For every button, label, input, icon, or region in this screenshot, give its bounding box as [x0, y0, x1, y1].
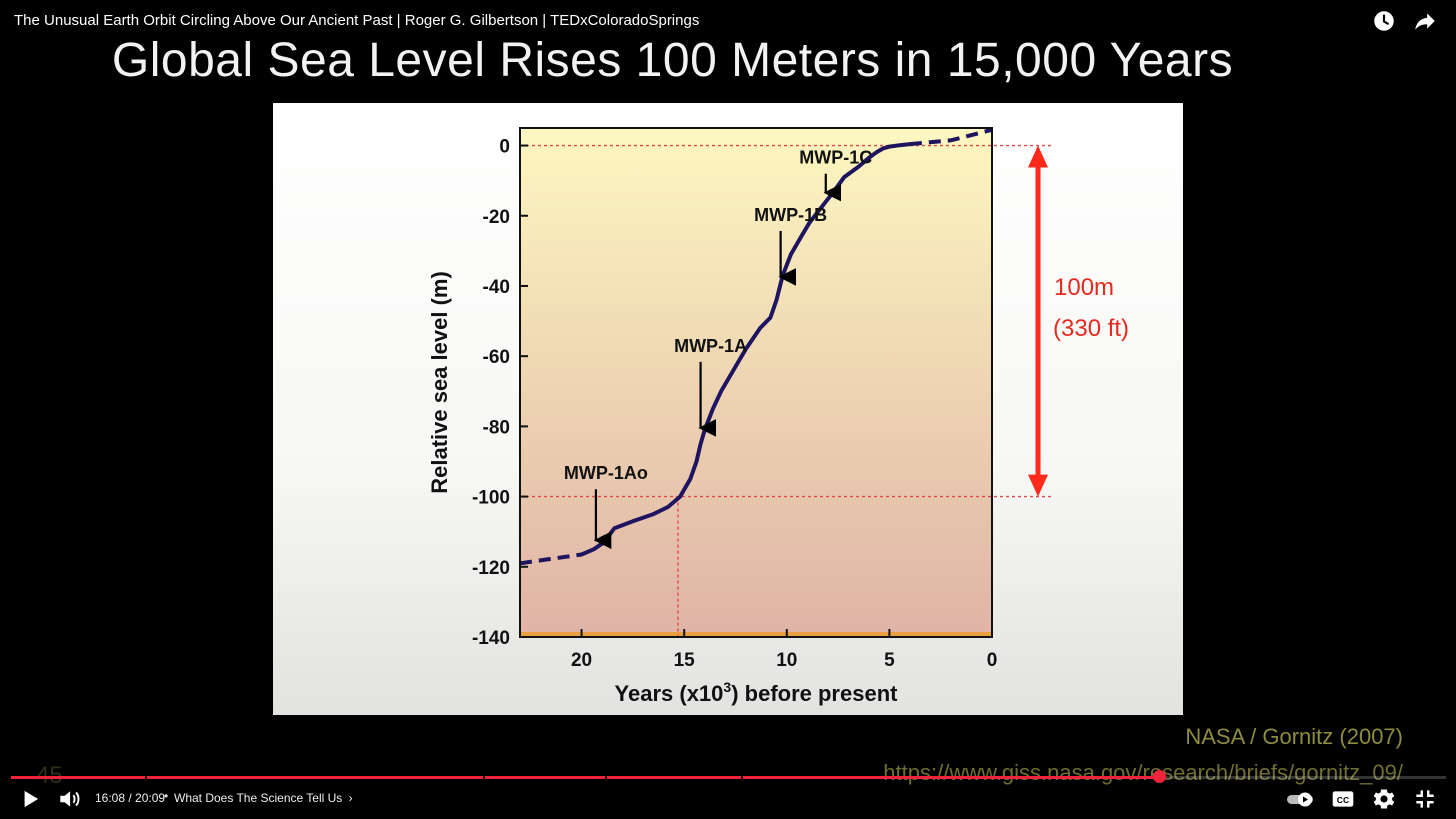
chevron-right-icon: › [348, 791, 353, 805]
slide-number: 45 [36, 762, 63, 790]
video-title[interactable]: The Unusual Earth Orbit Circling Above O… [14, 12, 700, 29]
share-button[interactable] [1412, 8, 1438, 34]
top-overlay [0, 0, 1456, 60]
sea-level-line [579, 142, 912, 557]
chapter-marker [741, 776, 743, 779]
x-tick-label: 10 [776, 650, 797, 671]
exit-fullscreen-button[interactable] [1412, 786, 1438, 812]
x-axis-label: Years (x103) before present [615, 679, 899, 706]
sea-level-dashed-line [909, 127, 993, 147]
y-tick-label: -40 [483, 277, 510, 298]
progress-played [11, 776, 1159, 779]
time-display: 16:08 / 20:09 [95, 791, 166, 805]
y-tick-label: -20 [483, 207, 510, 228]
share-arrow-icon [1415, 13, 1435, 30]
y-tick-label: 0 [499, 137, 510, 158]
range-arrow-head-bottom [1028, 474, 1048, 497]
range-label-feet: (330 ft) [1053, 315, 1129, 342]
watch-later-button[interactable] [1371, 8, 1397, 34]
exit-fullscreen-icon [1416, 790, 1434, 808]
y-tick-label: -140 [472, 628, 510, 649]
chapter-marker [145, 776, 147, 779]
mwp-label: MWP-1A [674, 336, 747, 356]
range-label-meters: 100m [1054, 274, 1114, 301]
chapter-button[interactable]: What Does The Science Tell Us › [174, 791, 353, 805]
chapter-marker [483, 776, 485, 779]
chapter-separator: • [164, 789, 169, 803]
play-button[interactable] [17, 786, 43, 812]
x-tick-label: 20 [571, 650, 592, 671]
y-tick-label: -100 [472, 488, 510, 509]
sea-level-dashed-line [519, 552, 582, 566]
mwp-label: MWP-1B [754, 205, 827, 225]
plot-frame [519, 127, 993, 638]
clock-icon [1374, 11, 1394, 31]
gear-icon [1373, 789, 1395, 809]
slide-title: Global Sea Level Rises 100 Meters in 15,… [111, 34, 1234, 87]
range-arrow-head-top [1028, 145, 1048, 168]
settings-button[interactable] [1371, 786, 1397, 812]
plot-bottom-band [520, 632, 992, 636]
cc-icon: CC [1332, 791, 1354, 807]
figure-panel: 0 -20 -40 -60 -80 -100 -120 -140 20 15 10 5 0 Years (… [273, 103, 1183, 715]
volume-button[interactable] [56, 786, 82, 812]
x-tick-label: 5 [884, 650, 895, 671]
y-tick-label: -120 [472, 558, 510, 579]
sea-level-chart: 0 -20 -40 -60 -80 -100 -120 -140 20 15 10 5 0 Years (… [427, 127, 1129, 706]
progress-scrubber[interactable] [1153, 770, 1166, 783]
plot-background [520, 128, 992, 637]
captions-button[interactable]: CC [1330, 786, 1356, 812]
autoplay-toggle[interactable] [1286, 786, 1316, 812]
mwp-label: MWP-1C [799, 148, 872, 168]
slide-credit: NASA / Gornitz (2007) [1185, 724, 1403, 749]
chapter-label: What Does The Science Tell Us [174, 791, 343, 805]
progress-bar[interactable] [11, 776, 1446, 779]
y-tick-label: -80 [483, 417, 510, 438]
x-tick-label: 15 [674, 650, 696, 671]
y-axis-label: Relative sea level (m) [427, 271, 452, 494]
slide-credit-url: https://www.giss.nasa.gov/research/brief… [883, 760, 1403, 785]
x-tick-label: 0 [987, 650, 998, 671]
y-tick-label: -60 [483, 347, 510, 368]
mwp-label: MWP-1Ao [564, 463, 648, 483]
svg-text:CC: CC [1337, 795, 1350, 805]
chapter-marker [605, 776, 607, 779]
play-icon [24, 790, 39, 808]
volume-icon [60, 791, 80, 807]
autoplay-toggle-icon [1287, 792, 1313, 807]
